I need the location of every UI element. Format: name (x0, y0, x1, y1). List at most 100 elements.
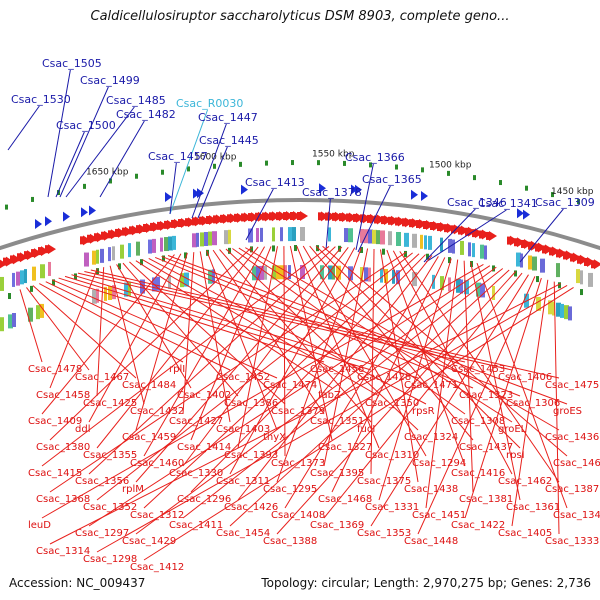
bottom-label-leader (88, 246, 336, 475)
top-gene-label: Csac_1309 (535, 196, 595, 209)
bottom-label-leader (96, 252, 413, 501)
bottom-label-leader (553, 281, 560, 535)
cds-segment (143, 223, 147, 232)
top-label-leader (325, 198, 331, 251)
bottom-label-leader (323, 272, 523, 519)
gc-skew-mark (8, 293, 11, 300)
cog-row-outer (20, 270, 24, 285)
bottom-label-leader (49, 283, 561, 545)
cds-segment (94, 233, 98, 242)
cog-row-outer (424, 235, 427, 250)
bottom-gene-label: Csac_1429 (122, 536, 176, 547)
bottom-label-leader (399, 251, 560, 483)
cds-segment (465, 227, 469, 236)
cog-row-inner (284, 265, 287, 280)
cog-row-inner (208, 269, 212, 284)
gc-content-mark (109, 178, 112, 184)
cds-segment (45, 245, 49, 254)
cog-row-inner (360, 267, 363, 282)
bottom-label-leader (302, 245, 427, 457)
top-label-leader (191, 123, 227, 219)
gc-content-mark (31, 196, 34, 202)
bottom-label-leader (464, 277, 542, 519)
cds-segment (31, 249, 35, 258)
top-label-leader (425, 209, 507, 263)
bottom-gene-label: Csac_1405 (498, 528, 552, 539)
bottom-label-leader (96, 267, 105, 397)
cog-row-outer (348, 228, 353, 243)
top-label-leader (197, 146, 228, 219)
bottom-label-leader (463, 260, 474, 493)
gc-content-mark (135, 173, 138, 179)
gc-skew-mark (272, 245, 275, 252)
cog-row-outer (364, 229, 369, 244)
cog-row-inner (256, 266, 261, 281)
cog-row-outer (292, 227, 296, 242)
cog-row-outer (516, 252, 521, 267)
cog-row-inner (0, 317, 4, 332)
bottom-gene-label: Csac_1478 (28, 364, 82, 375)
cog-row-outer (196, 232, 199, 247)
bottom-label-leader (143, 287, 574, 561)
cog-row-outer (108, 247, 111, 262)
cog-row-inner (368, 267, 371, 282)
bottom-gene-label: Csac_1427 (169, 416, 223, 427)
cds-segment (10, 255, 14, 264)
cog-row-outer (128, 243, 131, 258)
cog-row-inner (28, 307, 33, 322)
cog-row-inner (464, 280, 469, 295)
cds-segment (24, 251, 28, 260)
cog-row-inner (492, 286, 495, 301)
bottom-gene-label: Csac_1369 (310, 520, 364, 531)
cog-row-inner (252, 266, 256, 281)
bottom-gene-label: fucI (357, 424, 375, 435)
bottom-gene-label: Csac_1460 (130, 458, 184, 469)
bottom-gene-label: Csac_1415 (28, 468, 82, 479)
cds-arrow (489, 230, 497, 241)
cds-segment (38, 247, 42, 256)
top-gene-label: Csac_1485 (106, 94, 166, 107)
cog-row-outer (576, 269, 580, 284)
bottom-label-leader (237, 255, 433, 501)
bottom-label-leader (370, 274, 529, 527)
cog-row-outer (360, 228, 364, 243)
gc-skew-mark (382, 248, 385, 255)
gc-skew-mark (558, 282, 561, 289)
cog-row-outer (152, 238, 156, 253)
cog-row-inner (276, 265, 280, 280)
bottom-label-leader (386, 249, 466, 467)
cds-segment (129, 226, 133, 235)
gc-content-mark (317, 160, 320, 166)
bottom-gene-label: Csac_1453 (451, 364, 505, 375)
cog-row-inner (92, 289, 97, 304)
cog-row-outer (472, 243, 475, 258)
bottom-label-leader (284, 256, 439, 509)
cog-row-inner (412, 272, 417, 287)
bottom-gene-label: thyX (263, 432, 286, 443)
gc-skew-mark (360, 246, 363, 253)
cds-segment (514, 238, 518, 247)
cds-segment (458, 226, 462, 235)
cog-row-inner (168, 274, 171, 289)
bottom-label-leader (296, 245, 380, 449)
cog-row-inner (564, 305, 569, 320)
cog-row-inner (104, 286, 107, 301)
cog-row-outer (208, 231, 212, 246)
bottom-gene-label: Csac_1395 (310, 468, 364, 479)
bottom-gene-label: rplI (169, 364, 185, 375)
bottom-label-leader (142, 259, 380, 397)
cds-segment (185, 218, 189, 227)
bottom-gene-label: Csac_1386 (224, 398, 278, 409)
cog-row-outer (168, 236, 173, 251)
cog-row-outer (428, 235, 432, 250)
cog-row-outer (588, 272, 593, 287)
cog-row-inner (364, 267, 368, 282)
bottom-gene-label: leuD (28, 520, 51, 531)
gc-skew-mark (30, 285, 33, 292)
bottom-label-leader (135, 260, 333, 389)
cds-segment (269, 212, 273, 221)
cds-segment (283, 212, 287, 221)
cog-row-inner (480, 283, 485, 298)
forward-gene-arrow (35, 218, 42, 229)
